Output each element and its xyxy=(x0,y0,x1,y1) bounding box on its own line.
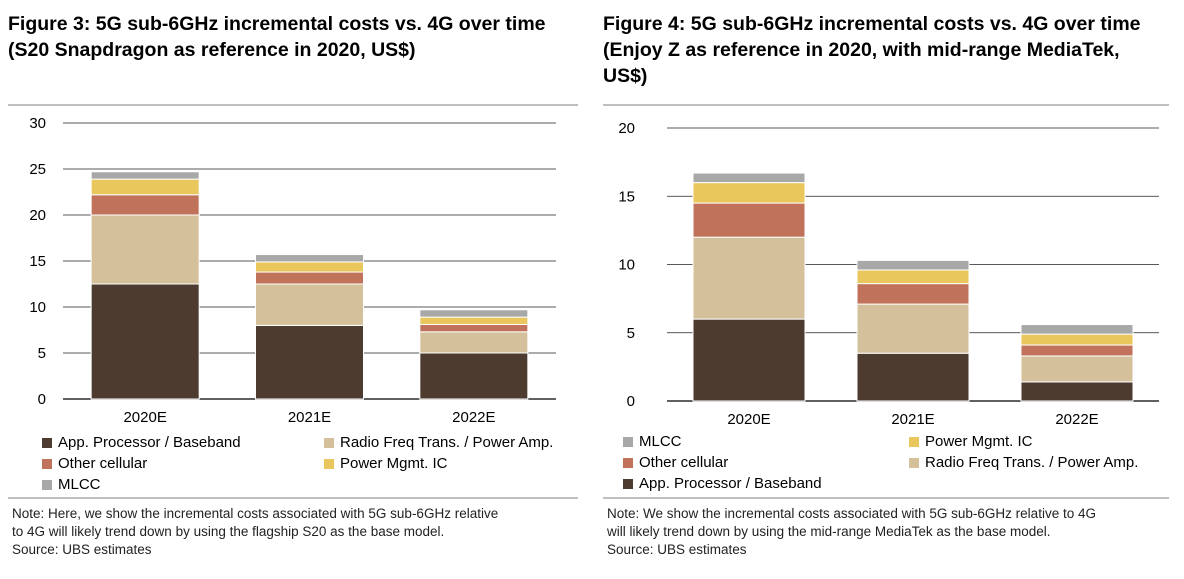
bar-segment-mlcc xyxy=(1020,324,1134,335)
legend-label: Power Mgmt. IC xyxy=(340,455,448,472)
x-tick-label: 2022E xyxy=(1055,411,1098,428)
y-tick-label: 10 xyxy=(618,257,635,274)
bar-segment-app-processor-baseband xyxy=(1020,381,1134,402)
figure-4-title-line-3: US$) xyxy=(603,65,648,87)
note-line: Note: Here, we show the incremental cost… xyxy=(12,506,499,521)
y-tick-label: 30 xyxy=(29,115,46,132)
bar-segment-other-cellular xyxy=(856,283,970,305)
y-tick-label: 0 xyxy=(627,393,635,410)
figure-4-top-rule xyxy=(603,104,1169,106)
legend-label: Power Mgmt. IC xyxy=(925,433,1033,450)
bar-segment-mlcc xyxy=(90,171,200,180)
legend-label: Other cellular xyxy=(58,455,148,472)
bar-segment-radio-freq-trans-power-amp xyxy=(856,303,970,354)
bar-segment-other-cellular xyxy=(255,271,364,285)
bar-segment-app-processor-baseband xyxy=(856,352,970,402)
x-tick-label: 2022E xyxy=(452,409,495,426)
legend-item-other-cellular: Other cellular xyxy=(42,455,147,472)
bar-segment-radio-freq-trans-power-amp xyxy=(692,236,806,320)
x-tick-label: 2020E xyxy=(123,409,166,426)
figure-3-chart: 0 5 10 15 20 25 30 2020E 2021E 2022E xyxy=(29,115,556,426)
figure-4-title-line-2: (Enjoy Z as reference in 2020, with mid-… xyxy=(603,39,1120,61)
bar-segment-power-mgmt-ic xyxy=(255,261,364,273)
figure-4-bottom-rule xyxy=(603,497,1169,499)
legend-item-mlcc: MLCC xyxy=(623,433,682,450)
legend-label: MLCC xyxy=(639,433,682,450)
x-tick-label: 2021E xyxy=(891,411,934,428)
bar-segment-power-mgmt-ic xyxy=(1020,333,1134,346)
y-tick-label: 0 xyxy=(38,391,46,408)
legend-label: MLCC xyxy=(58,476,101,493)
figure-3-note: Note: Here, we show the incremental cost… xyxy=(12,505,498,559)
legend-item-app-processor: App. Processor / Baseband xyxy=(42,434,241,451)
bar-segment-other-cellular xyxy=(1020,344,1134,357)
legend-swatch xyxy=(42,437,52,448)
legend-swatch xyxy=(324,458,334,469)
legend-item-other-cellular: Other cellular xyxy=(623,454,728,471)
bar-segment-other-cellular xyxy=(692,202,806,238)
legend-swatch xyxy=(623,478,633,489)
x-tick-label: 2021E xyxy=(288,409,331,426)
bar-segment-radio-freq-trans-power-amp xyxy=(255,283,364,326)
legend-swatch xyxy=(909,436,919,447)
bar-segment-power-mgmt-ic xyxy=(692,182,806,204)
legend-item-radio-freq: Radio Freq Trans. / Power Amp. xyxy=(909,454,1138,471)
legend-label: Radio Freq Trans. / Power Amp. xyxy=(925,454,1139,471)
figure-3-title-line-2: (S20 Snapdragon as reference in 2020, US… xyxy=(8,39,416,61)
bar-segment-app-processor-baseband xyxy=(692,318,806,402)
figure-3-top-rule xyxy=(8,104,578,106)
legend-item-power-mgmt: Power Mgmt. IC xyxy=(324,455,448,472)
bar-segment-mlcc xyxy=(255,254,364,263)
bar-segment-other-cellular xyxy=(90,194,200,216)
legend-swatch xyxy=(42,479,52,490)
figure-3-bottom-rule xyxy=(8,497,578,499)
bar-segment-radio-freq-trans-power-amp xyxy=(419,331,529,354)
bar-segment-mlcc xyxy=(419,309,529,318)
y-tick-label: 20 xyxy=(29,207,46,224)
note-line: will likely trend down by using the mid-… xyxy=(607,524,1051,539)
y-tick-label: 5 xyxy=(627,325,635,342)
bar-segment-app-processor-baseband xyxy=(255,324,364,400)
y-tick-label: 5 xyxy=(38,345,46,362)
legend-swatch xyxy=(324,437,334,448)
bar-segment-other-cellular xyxy=(419,323,529,333)
source-line: Source: UBS estimates xyxy=(607,542,747,557)
legend-swatch xyxy=(623,457,633,468)
figure-4-chart: 0 5 10 15 20 2020E 2021E 2022E xyxy=(618,120,1159,428)
y-tick-label: 15 xyxy=(618,188,635,205)
legend-swatch xyxy=(909,457,919,468)
figure-4-title-line-1: Figure 4: 5G sub-6GHz incremental costs … xyxy=(603,13,1141,35)
legend-label: App. Processor / Baseband xyxy=(58,434,241,451)
bar-segment-power-mgmt-ic xyxy=(856,269,970,285)
figure-3-title: Figure 3: 5G sub-6GHz incremental costs … xyxy=(8,11,546,63)
note-line: to 4G will likely trend down by using th… xyxy=(12,524,445,539)
bar-segment-radio-freq-trans-power-amp xyxy=(90,214,200,285)
bar-segment-mlcc xyxy=(856,259,970,271)
bar-segment-app-processor-baseband xyxy=(90,283,200,400)
y-tick-label: 10 xyxy=(29,299,46,316)
legend-swatch xyxy=(623,436,633,447)
source-line: Source: UBS estimates xyxy=(12,542,152,557)
legend-label: Radio Freq Trans. / Power Amp. xyxy=(340,434,554,451)
legend-swatch xyxy=(42,458,52,469)
figure-4-note: Note: We show the incremental costs asso… xyxy=(607,505,1096,559)
y-tick-label: 25 xyxy=(29,161,46,178)
legend-label: Other cellular xyxy=(639,454,729,471)
legend-item-power-mgmt: Power Mgmt. IC xyxy=(909,433,1033,450)
bar-segment-app-processor-baseband xyxy=(419,352,529,400)
legend-item-app-processor: App. Processor / Baseband xyxy=(623,475,822,492)
figure-3-title-line-1: Figure 3: 5G sub-6GHz incremental costs … xyxy=(8,13,546,35)
note-line: Note: We show the incremental costs asso… xyxy=(607,506,1096,521)
legend-label: App. Processor / Baseband xyxy=(639,475,822,492)
legend-item-mlcc: MLCC xyxy=(42,476,101,493)
bar-segment-radio-freq-trans-power-amp xyxy=(1020,355,1134,383)
x-tick-label: 2020E xyxy=(727,411,770,428)
bar-segment-power-mgmt-ic xyxy=(419,316,529,325)
bar-segment-mlcc xyxy=(692,172,806,184)
bar-segment-power-mgmt-ic xyxy=(90,178,200,196)
legend-item-radio-freq: Radio Freq Trans. / Power Amp. xyxy=(324,434,553,451)
y-tick-label: 15 xyxy=(29,253,46,270)
y-tick-label: 20 xyxy=(618,120,635,137)
figure-4-title: Figure 4: 5G sub-6GHz incremental costs … xyxy=(603,11,1141,89)
